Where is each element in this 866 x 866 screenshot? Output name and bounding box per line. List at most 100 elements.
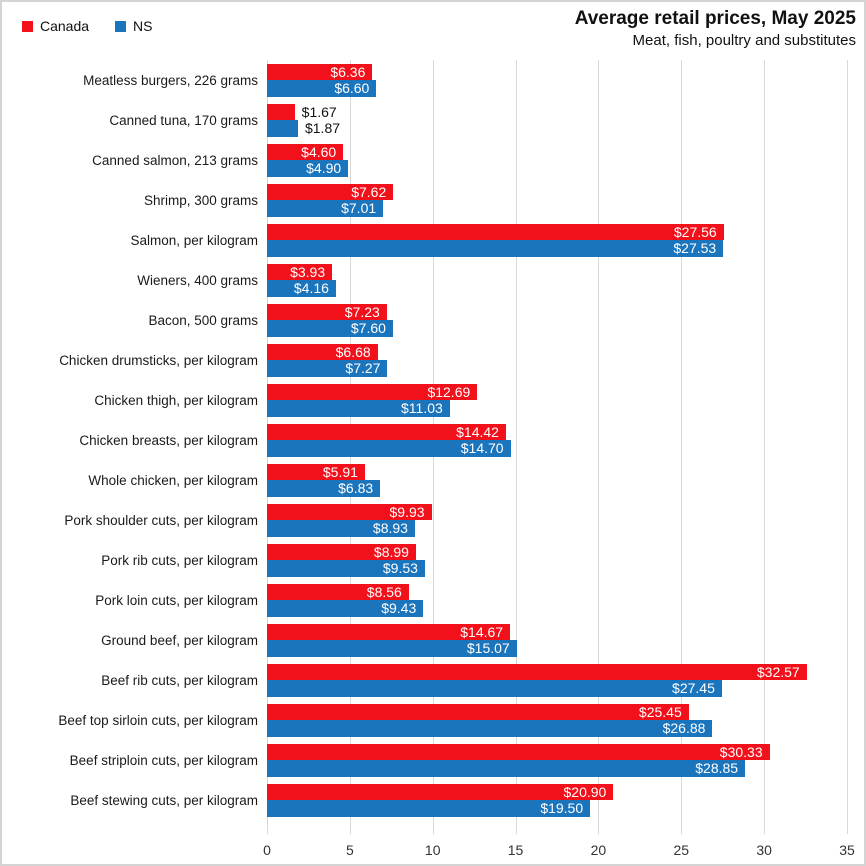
- chart-row: Beef stewing cuts, per kilogram $20.90 $19…: [2, 780, 847, 820]
- chart-row: Beef striploin cuts, per kilogram $30.33 $…: [2, 740, 847, 780]
- chart-titles: Average retail prices, May 2025 Meat, fi…: [575, 7, 856, 49]
- chart-row: Pork loin cuts, per kilogram $8.56 $9.43: [2, 580, 847, 620]
- bar-canada: $7.62: [267, 183, 394, 200]
- chart-subtitle: Meat, fish, poultry and substitutes: [632, 31, 856, 49]
- gridline: [681, 60, 683, 834]
- bar-canada: $5.91: [267, 463, 365, 480]
- bar-canada: $30.33: [267, 743, 770, 760]
- legend-item-ns: NS: [115, 18, 153, 34]
- bar-canada: $27.56: [267, 223, 724, 240]
- category-label: Shrimp, 300 grams: [143, 192, 258, 208]
- bar-value-label: $4.90: [306, 160, 342, 177]
- bar-canada: $4.60: [267, 143, 344, 160]
- bar-ns: $4.16: [267, 280, 336, 297]
- bar-ns: $14.70: [267, 440, 511, 457]
- chart-row: Pork shoulder cuts, per kilogram $9.93 $8.…: [2, 500, 847, 540]
- chart-row: Beef rib cuts, per kilogram $32.57 $27.45: [2, 660, 847, 700]
- canada-swatch-icon: [22, 20, 33, 32]
- bar-pair: $7.62 $7.01: [267, 183, 847, 217]
- bar-value-label: $14.70: [460, 440, 504, 457]
- chart-row: Bacon, 500 grams $7.23 $7.60: [2, 300, 847, 340]
- bar-value-label: $6.68: [335, 343, 371, 360]
- chart-row: Canned tuna, 170 grams $1.67 $1.87: [2, 100, 847, 140]
- bar-pair: $5.91 $6.83: [267, 463, 847, 497]
- legend-label-ns: NS: [133, 18, 153, 34]
- bar-canada: $9.93: [267, 503, 432, 520]
- bar-value-label: $27.53: [673, 240, 717, 257]
- bar-canada: $14.42: [267, 423, 506, 440]
- bar-canada: $6.68: [267, 343, 378, 360]
- bar-value-label: $27.56: [673, 223, 717, 240]
- bar-pair: $30.33 $28.85: [267, 743, 847, 777]
- bar-value-label: $6.83: [338, 480, 374, 497]
- x-tick-label: 5: [345, 842, 354, 858]
- bar-canada: $7.23: [267, 303, 387, 320]
- category-label: Whole chicken, per kilogram: [88, 472, 258, 488]
- bar-value-label: $14.67: [460, 623, 504, 640]
- gridline: [598, 60, 600, 834]
- bar-value-label: $7.27: [345, 360, 381, 377]
- gridline: [515, 60, 517, 834]
- bar-value-label: $1.87: [304, 120, 341, 137]
- legend: Canada NS: [22, 18, 153, 34]
- bar-value-label: $9.53: [382, 560, 418, 577]
- bar-value-label: $6.60: [334, 80, 370, 97]
- bar-value-label: $9.93: [389, 503, 425, 520]
- gridline: [764, 60, 766, 834]
- bar-ns: $1.87: [267, 120, 340, 137]
- bar-pair: $6.36 $6.60: [267, 63, 847, 97]
- category-label: Chicken thigh, per kilogram: [94, 392, 258, 408]
- bar-value-label: $7.60: [350, 320, 386, 337]
- ns-swatch-icon: [115, 20, 127, 32]
- bar-pair: $6.68 $7.27: [267, 343, 847, 377]
- x-tick-label: 0: [263, 842, 271, 858]
- bar-canada: $1.67: [267, 103, 337, 120]
- category-label: Beef striploin cuts, per kilogram: [69, 752, 258, 768]
- x-tick-label: 30: [756, 842, 772, 858]
- chart-row: Chicken breasts, per kilogram $14.42 $14.7…: [2, 420, 847, 460]
- chart-row: Ground beef, per kilogram $14.67 $15.07: [2, 620, 847, 660]
- chart-row: Pork rib cuts, per kilogram $8.99 $9.53: [2, 540, 847, 580]
- bar-pair: $27.56 $27.53: [267, 223, 847, 257]
- bar-canada: $32.57: [267, 663, 807, 680]
- bar-ns: $4.90: [267, 160, 349, 177]
- bar-value-label: $27.45: [672, 680, 715, 697]
- bar-canada: $8.99: [267, 543, 416, 560]
- category-label: Beef rib cuts, per kilogram: [101, 672, 258, 688]
- bar-value-label: $4.60: [301, 143, 337, 160]
- bar-value-label: $8.93: [372, 520, 408, 537]
- bar-value-label: $8.99: [373, 543, 409, 560]
- bar-pair: $32.57 $27.45: [267, 663, 847, 697]
- chart-row: Beef top sirloin cuts, per kilogram $25.4…: [2, 700, 847, 740]
- bar-ns: $27.45: [267, 680, 722, 697]
- bar-value-label: $28.85: [695, 760, 739, 777]
- chart-row: Salmon, per kilogram $27.56 $27.53: [2, 220, 847, 260]
- bar-pair: $3.93 $4.16: [267, 263, 847, 297]
- bar-value-label: $14.42: [456, 423, 499, 440]
- bar-value-label: $1.67: [301, 103, 337, 120]
- bar-value-label: $7.23: [344, 303, 380, 320]
- bar-value-label: $30.33: [719, 743, 763, 760]
- bar-canada: $6.36: [267, 63, 373, 80]
- bar-value-label: $32.57: [756, 663, 800, 680]
- chart-row: Chicken drumsticks, per kilogram $6.68 $7.…: [2, 340, 847, 380]
- bar-value-label: $4.16: [293, 280, 329, 297]
- bar-pair: $4.60 $4.90: [267, 143, 847, 177]
- bar-pair: $12.69 $11.03: [267, 383, 847, 417]
- chart-row: Canned salmon, 213 grams $4.60 $4.90: [2, 140, 847, 180]
- bar-rows: Meatless burgers, 226 grams $6.36 $6.60 Can…: [2, 60, 847, 820]
- x-axis: 0 5 10 15 20 25 30 35: [263, 842, 855, 860]
- bar-value-label: $9.43: [381, 600, 417, 617]
- category-label: Salmon, per kilogram: [130, 232, 258, 248]
- bar-canada: $8.56: [267, 583, 409, 600]
- bar-ns: $6.83: [267, 480, 381, 497]
- chart-row: Meatless burgers, 226 grams $6.36 $6.60: [2, 60, 847, 100]
- category-label: Chicken drumsticks, per kilogram: [59, 352, 258, 368]
- category-label: Ground beef, per kilogram: [101, 632, 258, 648]
- category-label: Pork shoulder cuts, per kilogram: [64, 512, 258, 528]
- bar-ns: $9.53: [267, 560, 425, 577]
- bar-ns: $7.60: [267, 320, 393, 337]
- bar-ns: $26.88: [267, 720, 713, 737]
- bar-ns: $7.01: [267, 200, 384, 217]
